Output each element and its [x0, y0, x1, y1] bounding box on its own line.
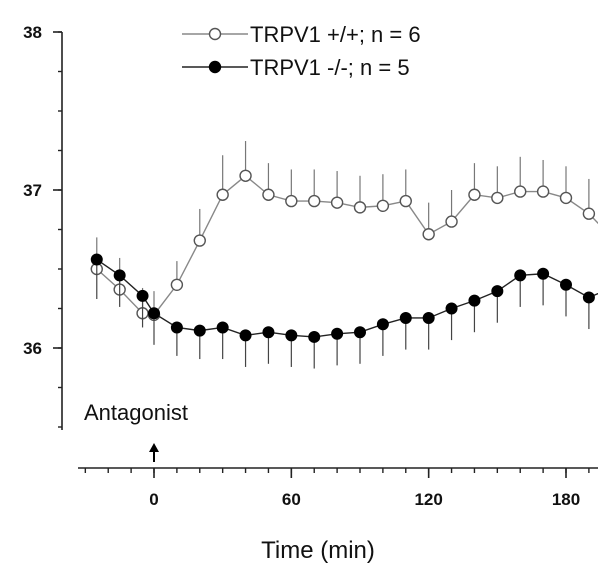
legend-marker: [208, 60, 222, 74]
data-point: [239, 169, 252, 182]
data-point: [560, 278, 572, 291]
data-point: [536, 185, 550, 198]
data-point: [331, 327, 344, 340]
y-tick-label: 37: [23, 181, 42, 200]
x-tick-label: 0: [149, 490, 158, 509]
data-point: [353, 201, 367, 214]
data-point: [330, 196, 344, 209]
data-point: [468, 188, 481, 201]
data-point: [285, 329, 298, 342]
data-point: [354, 326, 366, 339]
plot-area: [90, 141, 598, 369]
x-tick-label: 120: [414, 490, 442, 509]
data-point: [514, 269, 527, 282]
data-point: [239, 329, 252, 342]
legend-label: TRPV1 -/-; n = 5: [250, 55, 410, 80]
data-point: [537, 267, 550, 280]
x-tick-label: 60: [282, 490, 301, 509]
data-point: [193, 324, 206, 337]
data-point: [262, 326, 275, 339]
data-point: [216, 321, 229, 334]
data-point: [376, 318, 389, 331]
annotation: Antagonist: [84, 400, 188, 462]
data-point: [90, 253, 103, 266]
data-point: [262, 188, 275, 201]
data-point: [113, 269, 126, 282]
data-point: [216, 188, 229, 201]
y-tick-label: 38: [23, 23, 42, 42]
data-point: [308, 330, 321, 343]
data-point: [491, 285, 504, 298]
data-point: [422, 228, 435, 241]
data-point: [170, 321, 183, 334]
data-point: [170, 278, 184, 291]
data-point: [376, 199, 390, 213]
antagonist-arrow-icon: [149, 443, 159, 452]
data-point: [285, 194, 298, 208]
series-wildtype: [90, 141, 598, 322]
y-axis: 36 37 38: [23, 23, 63, 430]
data-point: [468, 294, 481, 307]
data-point: [399, 194, 412, 208]
data-point: [491, 191, 504, 205]
data-point: [582, 207, 596, 220]
data-point: [445, 215, 458, 228]
legend-marker: [208, 27, 222, 41]
data-point: [308, 194, 321, 208]
data-point: [399, 311, 412, 324]
x-tick-label: 180: [552, 490, 580, 509]
data-point: [136, 289, 149, 302]
antagonist-label: Antagonist: [84, 400, 188, 425]
data-point: [193, 234, 206, 247]
data-point: [422, 311, 435, 324]
data-point: [148, 307, 160, 320]
y-tick-label: 36: [23, 339, 42, 358]
legend-label: TRPV1 +/+; n = 6: [250, 22, 421, 47]
legend: TRPV1 +/+; n = 6 TRPV1 -/-; n = 5: [182, 22, 421, 80]
x-axis: Time (min) 0 60 120 180: [78, 467, 598, 563]
data-point: [445, 302, 458, 315]
data-point: [514, 185, 527, 198]
series-knockout: [90, 253, 598, 369]
x-axis-title: Time (min): [261, 537, 375, 563]
data-point: [582, 291, 595, 304]
data-point: [559, 191, 573, 205]
